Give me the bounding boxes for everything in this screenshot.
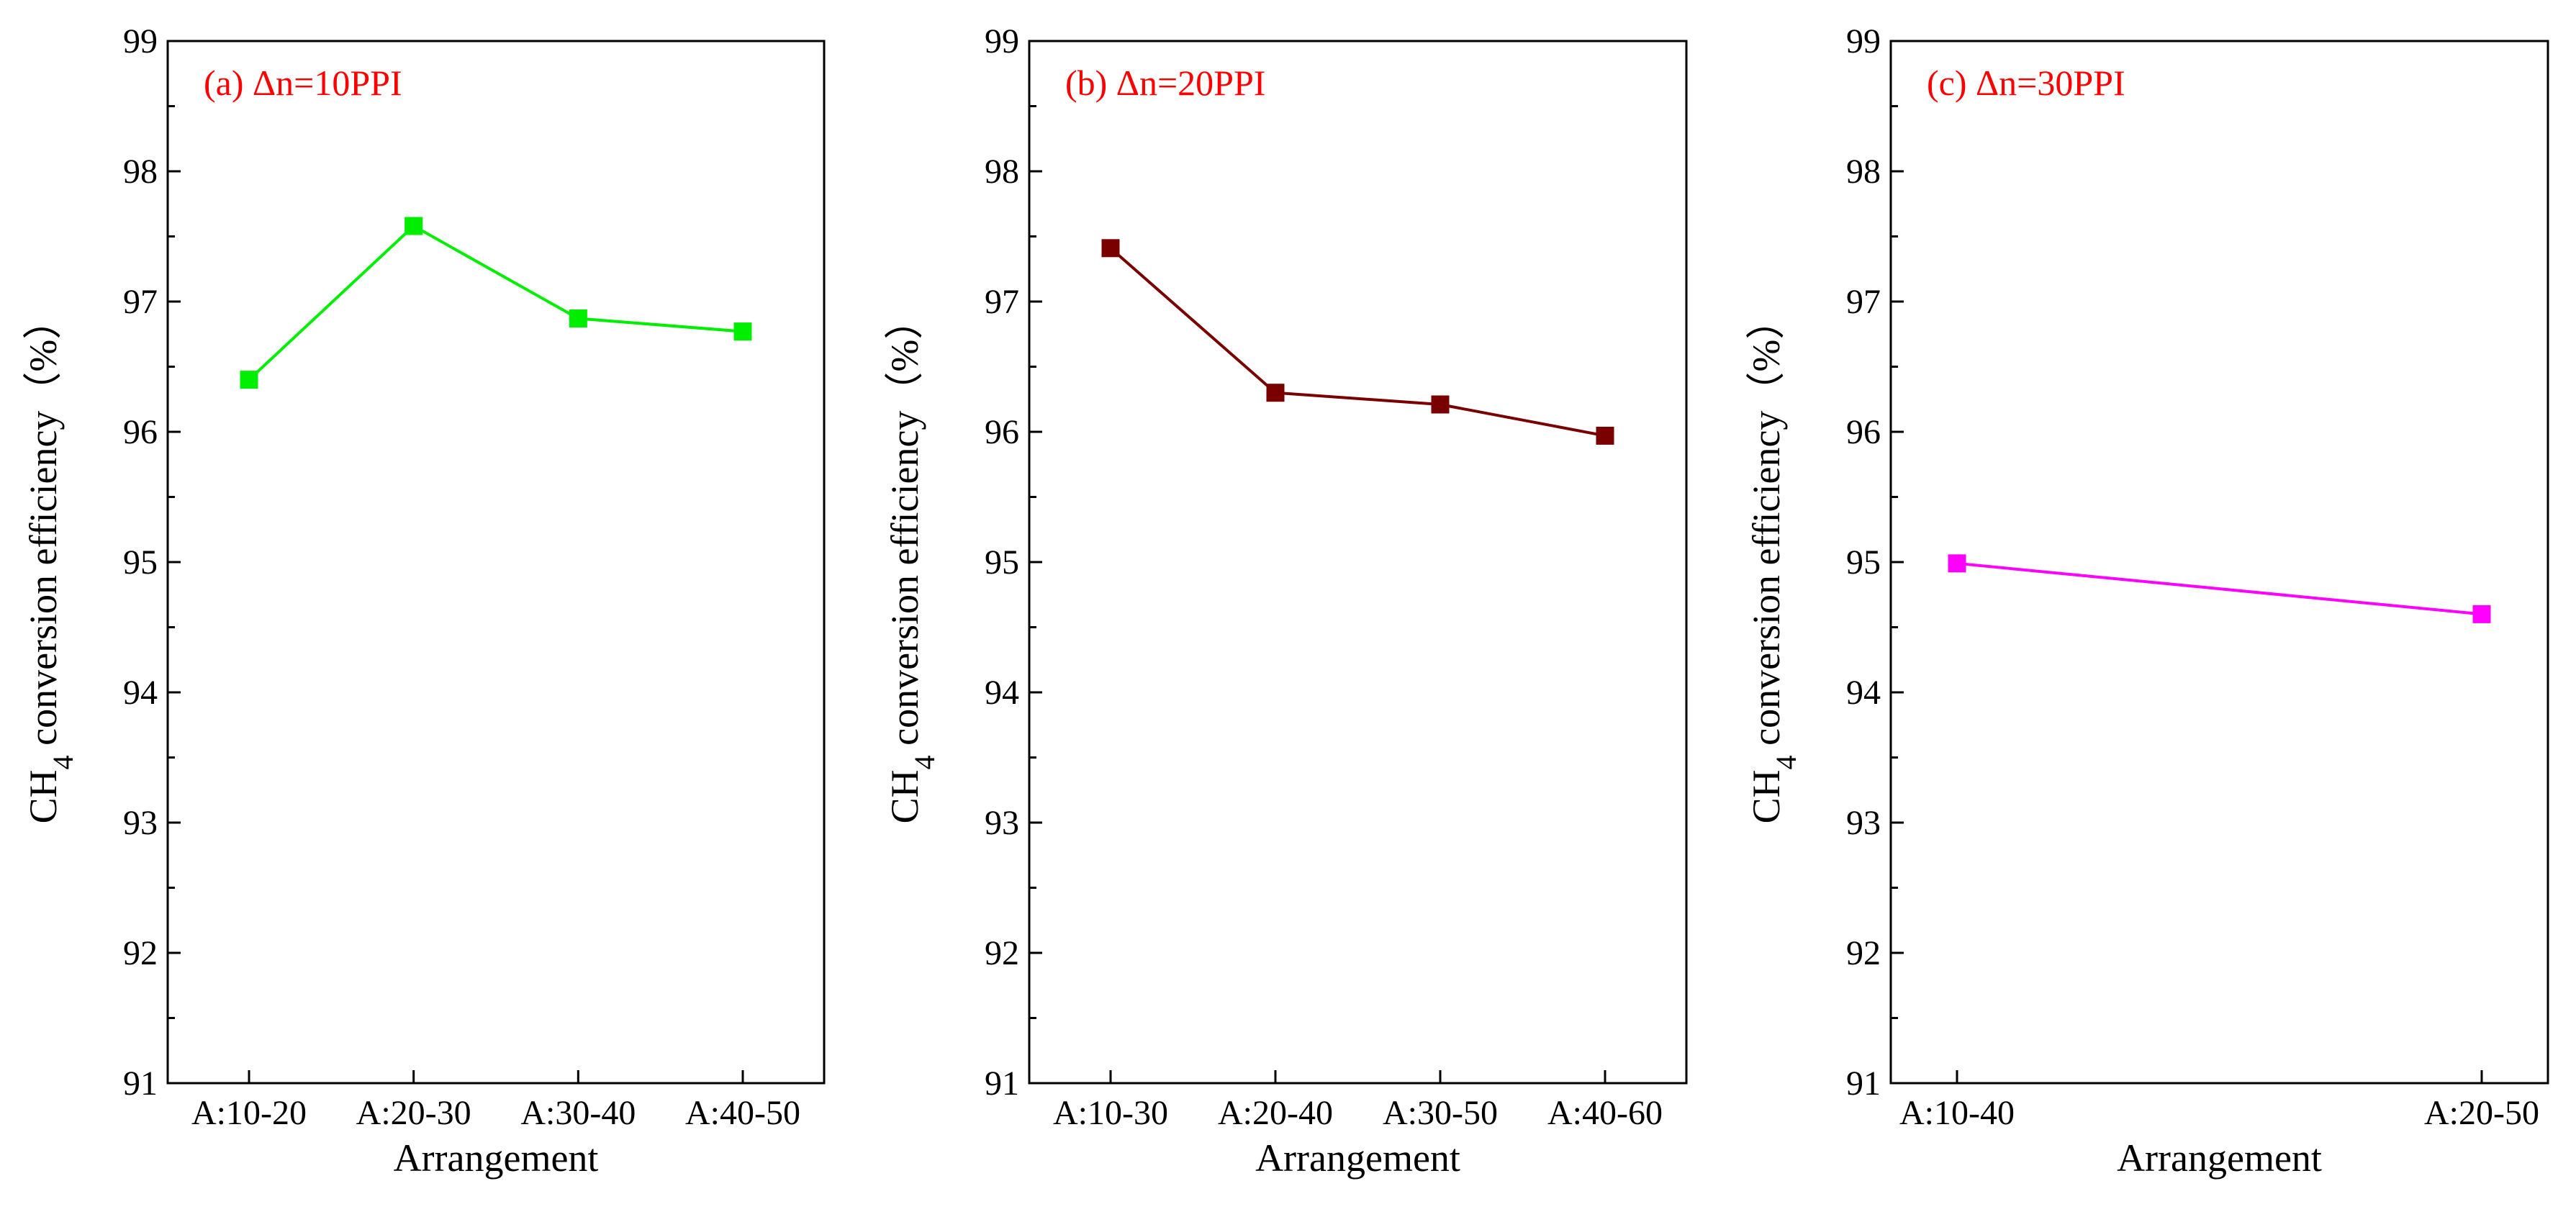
data-point — [733, 322, 752, 341]
data-point — [240, 371, 258, 389]
x-tick-label: A:10-20 — [191, 1094, 307, 1132]
y-tick-label: 99 — [123, 22, 158, 60]
data-point — [1266, 384, 1285, 402]
data-point — [1948, 554, 1966, 573]
data-point — [1431, 395, 1450, 414]
plot-frame — [166, 40, 826, 1085]
y-tick-label: 94 — [123, 674, 158, 712]
y-axis-title-rest: conversion efficiency（%） — [1745, 301, 1788, 756]
y-axis-title-main: CH — [1745, 769, 1788, 823]
x-axis-title: Arrangement — [1255, 1136, 1460, 1180]
y-tick-label: 98 — [985, 153, 1019, 191]
y-tick-label: 92 — [985, 934, 1019, 972]
y-axis-title-main: CH — [22, 769, 65, 823]
y-axis-title-subscript: 4 — [47, 755, 79, 769]
y-tick-label: 99 — [1846, 22, 1881, 60]
x-tick-label: A:40-50 — [685, 1094, 800, 1132]
y-tick-label: 93 — [123, 804, 158, 842]
y-tick-label: 91 — [985, 1064, 1019, 1103]
y-tick-label: 94 — [1846, 674, 1881, 712]
x-tick-label: A:20-30 — [356, 1094, 471, 1132]
data-point — [405, 217, 423, 235]
y-tick-label: 96 — [123, 413, 158, 451]
x-tick-label: A:20-40 — [1218, 1094, 1333, 1132]
y-axis-title-subscript: 4 — [1770, 755, 1802, 769]
series-line-0 — [1109, 247, 1606, 438]
x-tick-label: A:40-60 — [1547, 1094, 1663, 1132]
data-point — [1101, 239, 1120, 258]
y-tick-label: 91 — [1846, 1064, 1881, 1103]
panel-title: (a) Δn=10PPI — [204, 63, 402, 103]
y-tick-label: 95 — [1846, 543, 1881, 582]
chart-panel-0: 91 92 93 94 95 96 97 98 99 A:10-20 A:20-30 A:30-40 A… — [22, 22, 826, 1180]
y-axis-title-rest: conversion efficiency（%） — [883, 301, 926, 756]
chart-panel-2: 91 92 93 94 95 96 97 98 99 A:10-40 A:20-50 Arrangem… — [1745, 22, 2549, 1180]
chart-panel-1: 91 92 93 94 95 96 97 98 99 A:10-30 A:20-40 A:30-50 A… — [883, 22, 1688, 1180]
plot-frame — [1889, 40, 2549, 1085]
y-tick-label: 97 — [1846, 283, 1881, 321]
x-tick-label: A:30-40 — [520, 1094, 636, 1132]
x-tick-label: A:20-50 — [2424, 1094, 2539, 1132]
y-tick-label: 92 — [1846, 934, 1881, 972]
data-point — [1596, 426, 1614, 445]
x-tick-label: A:10-30 — [1053, 1094, 1168, 1132]
y-axis-title-rest: conversion efficiency（%） — [22, 301, 65, 756]
y-tick-label: 94 — [985, 674, 1019, 712]
panel-title: (c) Δn=30PPI — [1927, 63, 2125, 103]
x-tick-label: A:30-50 — [1383, 1094, 1498, 1132]
y-axis-title: CH4 conversion efficiency（%） — [883, 301, 941, 824]
y-tick-label: 95 — [123, 543, 158, 582]
y-axis-title: CH4 conversion efficiency（%） — [1745, 301, 1802, 824]
plot-frame — [1028, 40, 1688, 1085]
y-tick-label: 93 — [1846, 804, 1881, 842]
y-tick-label: 97 — [123, 283, 158, 321]
y-axis-title: CH4 conversion efficiency（%） — [22, 301, 79, 824]
y-tick-label: 91 — [123, 1064, 158, 1103]
series-line-0 — [1956, 561, 2482, 616]
x-axis-title: Arrangement — [2117, 1136, 2322, 1180]
y-tick-label: 96 — [1846, 413, 1881, 451]
y-axis-title-subscript: 4 — [908, 755, 941, 769]
y-tick-label: 97 — [985, 283, 1019, 321]
panel-title: (b) Δn=20PPI — [1065, 63, 1265, 103]
data-point — [2472, 605, 2491, 623]
y-tick-label: 96 — [985, 413, 1019, 451]
y-tick-label: 98 — [1846, 153, 1881, 191]
x-axis-title: Arrangement — [394, 1136, 599, 1180]
y-tick-label: 98 — [123, 153, 158, 191]
x-tick-label: A:10-40 — [1899, 1094, 2015, 1132]
y-tick-label: 93 — [985, 804, 1019, 842]
series-line-0 — [248, 224, 744, 381]
y-tick-label: 92 — [123, 934, 158, 972]
y-tick-label: 99 — [985, 22, 1019, 60]
data-point — [569, 309, 587, 328]
y-tick-label: 95 — [985, 543, 1019, 582]
y-axis-title-main: CH — [883, 769, 926, 823]
